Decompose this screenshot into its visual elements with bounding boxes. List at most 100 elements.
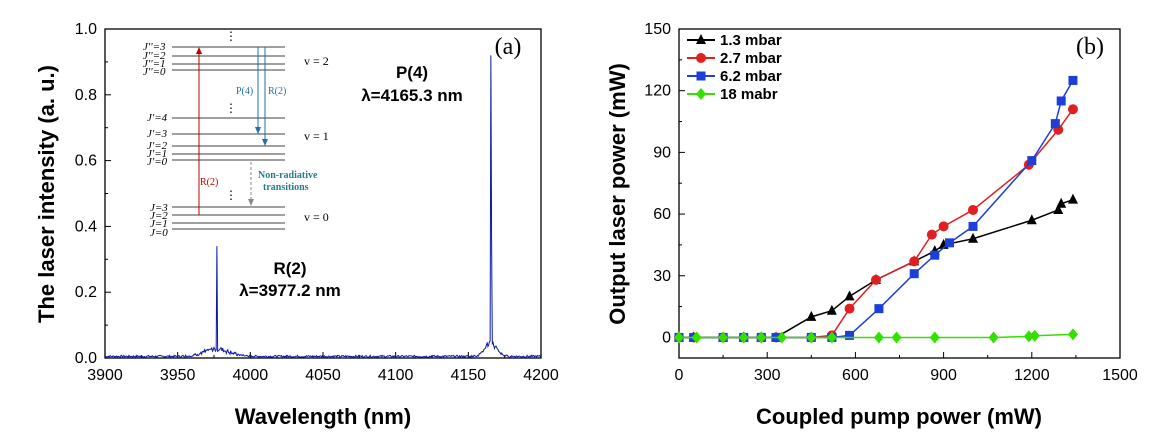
legend-label-1-3-mbar: 1.3 mbar xyxy=(720,32,782,49)
label-low-3: J=3 xyxy=(150,202,168,214)
x-tick-label: 300 xyxy=(754,367,781,384)
data-point-2-7-mbar xyxy=(1067,104,1078,115)
data-point-6-2-mbar xyxy=(944,238,954,248)
absorption-label: R(2) xyxy=(200,177,218,188)
panel-b: 0 300 600 900 1200 1500 0 30 60 90 120 150 (b) Coup… xyxy=(605,21,1138,429)
legend-label-18-mabr: 18 mabr xyxy=(720,86,778,103)
data-point-1-3-mbar xyxy=(1026,214,1037,225)
vib-label-0: v = 0 xyxy=(304,210,329,224)
annotation-r2-name: R(2) xyxy=(273,259,306,278)
data-point-18-mabr xyxy=(738,331,749,344)
label-mid-4: J'=4 xyxy=(147,112,168,124)
data-point-18-mabr xyxy=(806,331,817,344)
data-point-6-2-mbar xyxy=(968,221,978,231)
dots-mid: ⋮ xyxy=(225,101,237,115)
data-point-1-3-mbar xyxy=(968,232,978,243)
data-point-1-3-mbar xyxy=(1056,197,1067,208)
legend-marker-1-3-mbar xyxy=(696,34,706,44)
y-tick-label: 120 xyxy=(644,83,671,100)
label-mid-0: J'=0 xyxy=(147,156,168,168)
y-tick-label: 30 xyxy=(653,268,671,285)
legend-label-2-7-mbar: 2.7 mbar xyxy=(720,50,782,67)
label-mid-2: J'=2 xyxy=(147,140,168,152)
absorption-arrow-head xyxy=(196,47,202,54)
data-point-1-3-mbar xyxy=(1053,203,1064,214)
x-tick-label: 4200 xyxy=(523,367,559,384)
data-point-18-mabr xyxy=(756,331,767,344)
data-point-2-7-mbar xyxy=(926,229,937,240)
x-tick-label: 3900 xyxy=(87,367,123,384)
data-point-18-mabr xyxy=(988,331,999,344)
vib-label-2: v = 2 xyxy=(304,54,329,68)
panel-a-xlabel: Wavelength (nm) xyxy=(235,404,411,429)
series-line-6-2-mbar xyxy=(679,80,1074,339)
data-point-2-7-mbar xyxy=(968,204,978,215)
data-point-2-7-mbar xyxy=(938,221,949,232)
vib-label-1: v = 1 xyxy=(304,129,329,143)
data-point-18-mabr xyxy=(826,331,837,344)
label-low-2: J=2 xyxy=(150,210,168,222)
r2-emission-arrow-head xyxy=(262,139,268,146)
data-point-1-3-mbar xyxy=(844,290,855,301)
x-tick-label: 4100 xyxy=(378,367,414,384)
x-tick-label: 4050 xyxy=(305,367,341,384)
series-line-2-7-mbar xyxy=(679,108,1074,339)
x-tick-label: 4150 xyxy=(451,367,487,384)
panel-a-ylabel: The laser intensity (a. u.) xyxy=(34,65,59,323)
label-mid-1: J'=1 xyxy=(147,148,167,160)
label-upper-2: J''=2 xyxy=(143,50,166,62)
y-tick-label: 0.6 xyxy=(75,153,97,170)
p4-emission-arrow-head xyxy=(255,127,261,134)
annotation-r2-wavelength: λ=3977.2 nm xyxy=(239,281,341,300)
legend-label-6-2-mbar: 6.2 mbar xyxy=(720,68,782,85)
legend-marker-6-2-mbar xyxy=(696,71,706,81)
data-point-6-2-mbar xyxy=(1027,156,1037,166)
data-point-18-mabr xyxy=(776,331,787,344)
label-low-1: J=1 xyxy=(150,218,168,230)
y-tick-label: 0.2 xyxy=(75,284,97,301)
data-point-18-mabr xyxy=(674,331,684,344)
data-point-2-7-mbar xyxy=(909,256,920,267)
panel-b-xlabel: Coupled pump power (mW) xyxy=(756,404,1042,429)
data-point-6-2-mbar xyxy=(909,269,919,279)
non-radiative-label-2: transitions xyxy=(263,182,309,193)
x-tick-label: 4000 xyxy=(233,367,269,384)
r2-arrow-label: R(2) xyxy=(268,86,286,97)
p4-arrow-label: P(4) xyxy=(236,86,253,97)
data-point-18-mabr xyxy=(1029,329,1040,342)
panel-a-label: (a) xyxy=(495,34,522,60)
non-radiative-arrow-head xyxy=(248,199,254,206)
x-tick-label: 1200 xyxy=(1014,367,1050,384)
y-tick-label: 60 xyxy=(653,206,671,223)
non-radiative-label-1: Non-radiative xyxy=(258,170,318,181)
data-point-18-mabr xyxy=(691,331,702,344)
y-tick-label: 90 xyxy=(653,144,671,161)
data-point-1-3-mbar xyxy=(806,310,817,321)
y-tick-label: 0.8 xyxy=(75,87,97,104)
label-low-0: J=0 xyxy=(150,227,168,239)
y-tick-label: 150 xyxy=(644,21,671,38)
x-tick-label: 900 xyxy=(930,367,957,384)
x-tick-label: 600 xyxy=(842,367,869,384)
legend-marker-18-mabr xyxy=(696,88,706,100)
spectrum-line xyxy=(104,55,542,359)
x-tick-label: 1500 xyxy=(1102,367,1138,384)
label-upper-3: J''=3 xyxy=(143,41,166,53)
data-point-1-3-mbar xyxy=(1067,193,1078,204)
x-tick-label: 0 xyxy=(675,367,684,384)
series-line-1-3-mbar xyxy=(679,198,1074,339)
energy-level-diagram: J''=3 J''=2 J''=1 J''=0 v = 2 ⋮ J'=4 J'=… xyxy=(143,29,329,239)
panel-a-frame xyxy=(104,28,542,359)
annotation-p4-wavelength: λ=4165.3 nm xyxy=(361,86,463,105)
label-mid-3: J'=3 xyxy=(147,128,168,140)
panel-b-label: (b) xyxy=(1076,34,1104,60)
dots-top: ⋮ xyxy=(225,29,237,43)
dots-low: ⋮ xyxy=(225,188,237,202)
data-point-18-mabr xyxy=(891,331,902,344)
y-tick-label: 0.0 xyxy=(75,350,97,367)
annotation-p4-name: P(4) xyxy=(396,63,428,82)
data-point-18-mabr xyxy=(873,331,884,344)
y-tick-label: 0.4 xyxy=(75,218,97,235)
label-upper-0: J''=0 xyxy=(143,66,166,78)
data-point-6-2-mbar xyxy=(845,330,855,340)
